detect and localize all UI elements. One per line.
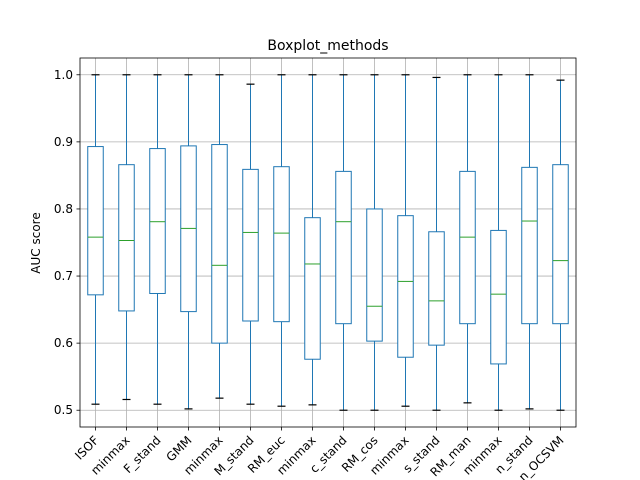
- iqr-box: [521, 166, 538, 325]
- y-axis-label: AUC score: [29, 212, 43, 273]
- box-group: [242, 83, 259, 405]
- chart-title: Boxplot_methods: [267, 38, 388, 54]
- iqr-box: [397, 215, 414, 358]
- box-group: [428, 76, 445, 411]
- box-group: [87, 74, 104, 405]
- y-tick-label: 0.9: [54, 135, 73, 149]
- iqr-box: [490, 229, 507, 365]
- iqr-box: [304, 217, 321, 360]
- box-group: [273, 74, 290, 407]
- y-tick-label: 0.8: [54, 202, 73, 216]
- box-group: [149, 74, 166, 405]
- box-group: [335, 74, 352, 411]
- boxes: [87, 74, 569, 411]
- iqr-box: [242, 168, 259, 322]
- iqr-box: [87, 146, 104, 296]
- y-tick-label: 0.5: [54, 403, 73, 417]
- box-group: [459, 74, 476, 404]
- iqr-box: [335, 170, 352, 325]
- box-group: [118, 74, 135, 401]
- box-group: [211, 74, 228, 399]
- iqr-box: [118, 164, 135, 312]
- box-group: [521, 74, 538, 410]
- iqr-box: [459, 170, 476, 325]
- box-group: [397, 74, 414, 407]
- iqr-box: [149, 148, 166, 294]
- iqr-box: [211, 144, 228, 344]
- iqr-box: [428, 231, 445, 346]
- y-tick-label: 0.6: [54, 336, 73, 350]
- axes-frame: [79, 57, 577, 428]
- box-group: [366, 74, 383, 411]
- iqr-box: [366, 208, 383, 342]
- y-tick-label: 1.0: [54, 68, 73, 82]
- iqr-box: [273, 166, 290, 323]
- y-tick-label: 0.7: [54, 269, 73, 283]
- box-group: [304, 74, 321, 406]
- iqr-box: [552, 164, 569, 325]
- box-group: [490, 74, 507, 411]
- box-group: [552, 79, 569, 411]
- box-group: [180, 74, 197, 410]
